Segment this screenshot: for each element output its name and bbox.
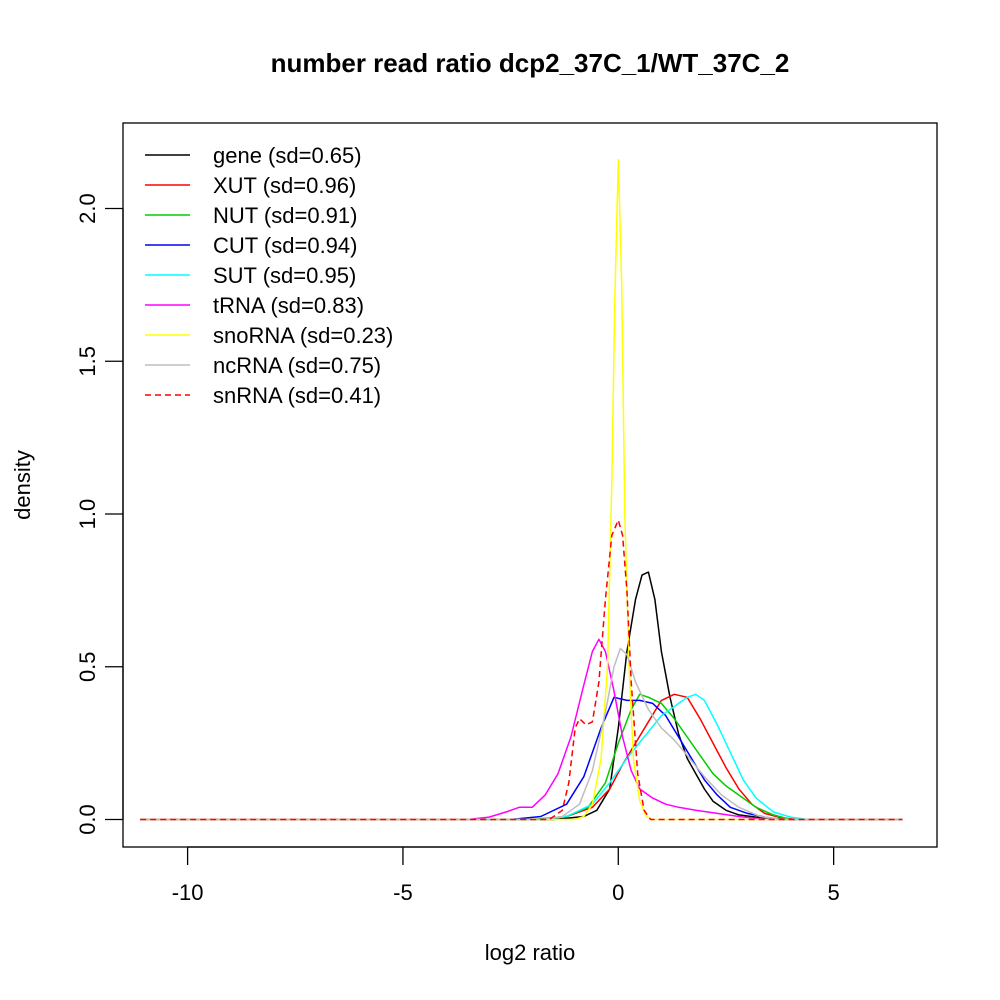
x-tick-label: 5 bbox=[828, 880, 840, 905]
series-line-nut bbox=[140, 693, 903, 821]
legend-label-gene: gene (sd=0.65) bbox=[213, 143, 362, 168]
y-tick-label: 0.5 bbox=[75, 651, 100, 682]
series-line-ncrna bbox=[140, 647, 903, 821]
legend-label-xut: XUT (sd=0.96) bbox=[213, 173, 356, 198]
series-line-cut bbox=[140, 696, 903, 821]
series-line-xut bbox=[140, 693, 903, 821]
series-line-trna bbox=[140, 638, 903, 821]
legend: gene (sd=0.65) XUT (sd=0.96) NUT (sd=0.91)… bbox=[145, 143, 393, 408]
legend-label-sut: SUT (sd=0.95) bbox=[213, 263, 356, 288]
legend-label-ncrna: ncRNA (sd=0.75) bbox=[213, 353, 381, 378]
x-tick-label: -10 bbox=[172, 880, 204, 905]
y-axis-label: density bbox=[10, 450, 35, 520]
series-line-gene bbox=[140, 571, 903, 821]
legend-label-snrna: snRNA (sd=0.41) bbox=[213, 383, 381, 408]
x-tick-label: -5 bbox=[393, 880, 413, 905]
x-tick-label: 0 bbox=[612, 880, 624, 905]
series-line-snorna bbox=[140, 158, 903, 821]
y-tick-label: 1.0 bbox=[75, 499, 100, 530]
y-tick-label: 1.5 bbox=[75, 346, 100, 377]
chart-title: number read ratio dcp2_37C_1/WT_37C_2 bbox=[271, 48, 790, 78]
legend-label-trna: tRNA (sd=0.83) bbox=[213, 293, 364, 318]
legend-label-snorna: snoRNA (sd=0.23) bbox=[213, 323, 393, 348]
y-tick-label: 0.0 bbox=[75, 804, 100, 835]
legend-label-nut: NUT (sd=0.91) bbox=[213, 203, 357, 228]
series-layer bbox=[140, 158, 903, 821]
plot-frame bbox=[122, 122, 938, 848]
legend-label-cut: CUT (sd=0.94) bbox=[213, 233, 357, 258]
y-tick-label: 2.0 bbox=[75, 193, 100, 224]
x-axis-label: log2 ratio bbox=[485, 940, 576, 965]
y-axis: 0.0 0.5 1.0 1.5 2.0 bbox=[75, 193, 124, 835]
series-line-snrna bbox=[140, 519, 903, 821]
x-axis: -10 -5 0 5 bbox=[172, 846, 840, 905]
series-line-sut bbox=[140, 693, 903, 821]
